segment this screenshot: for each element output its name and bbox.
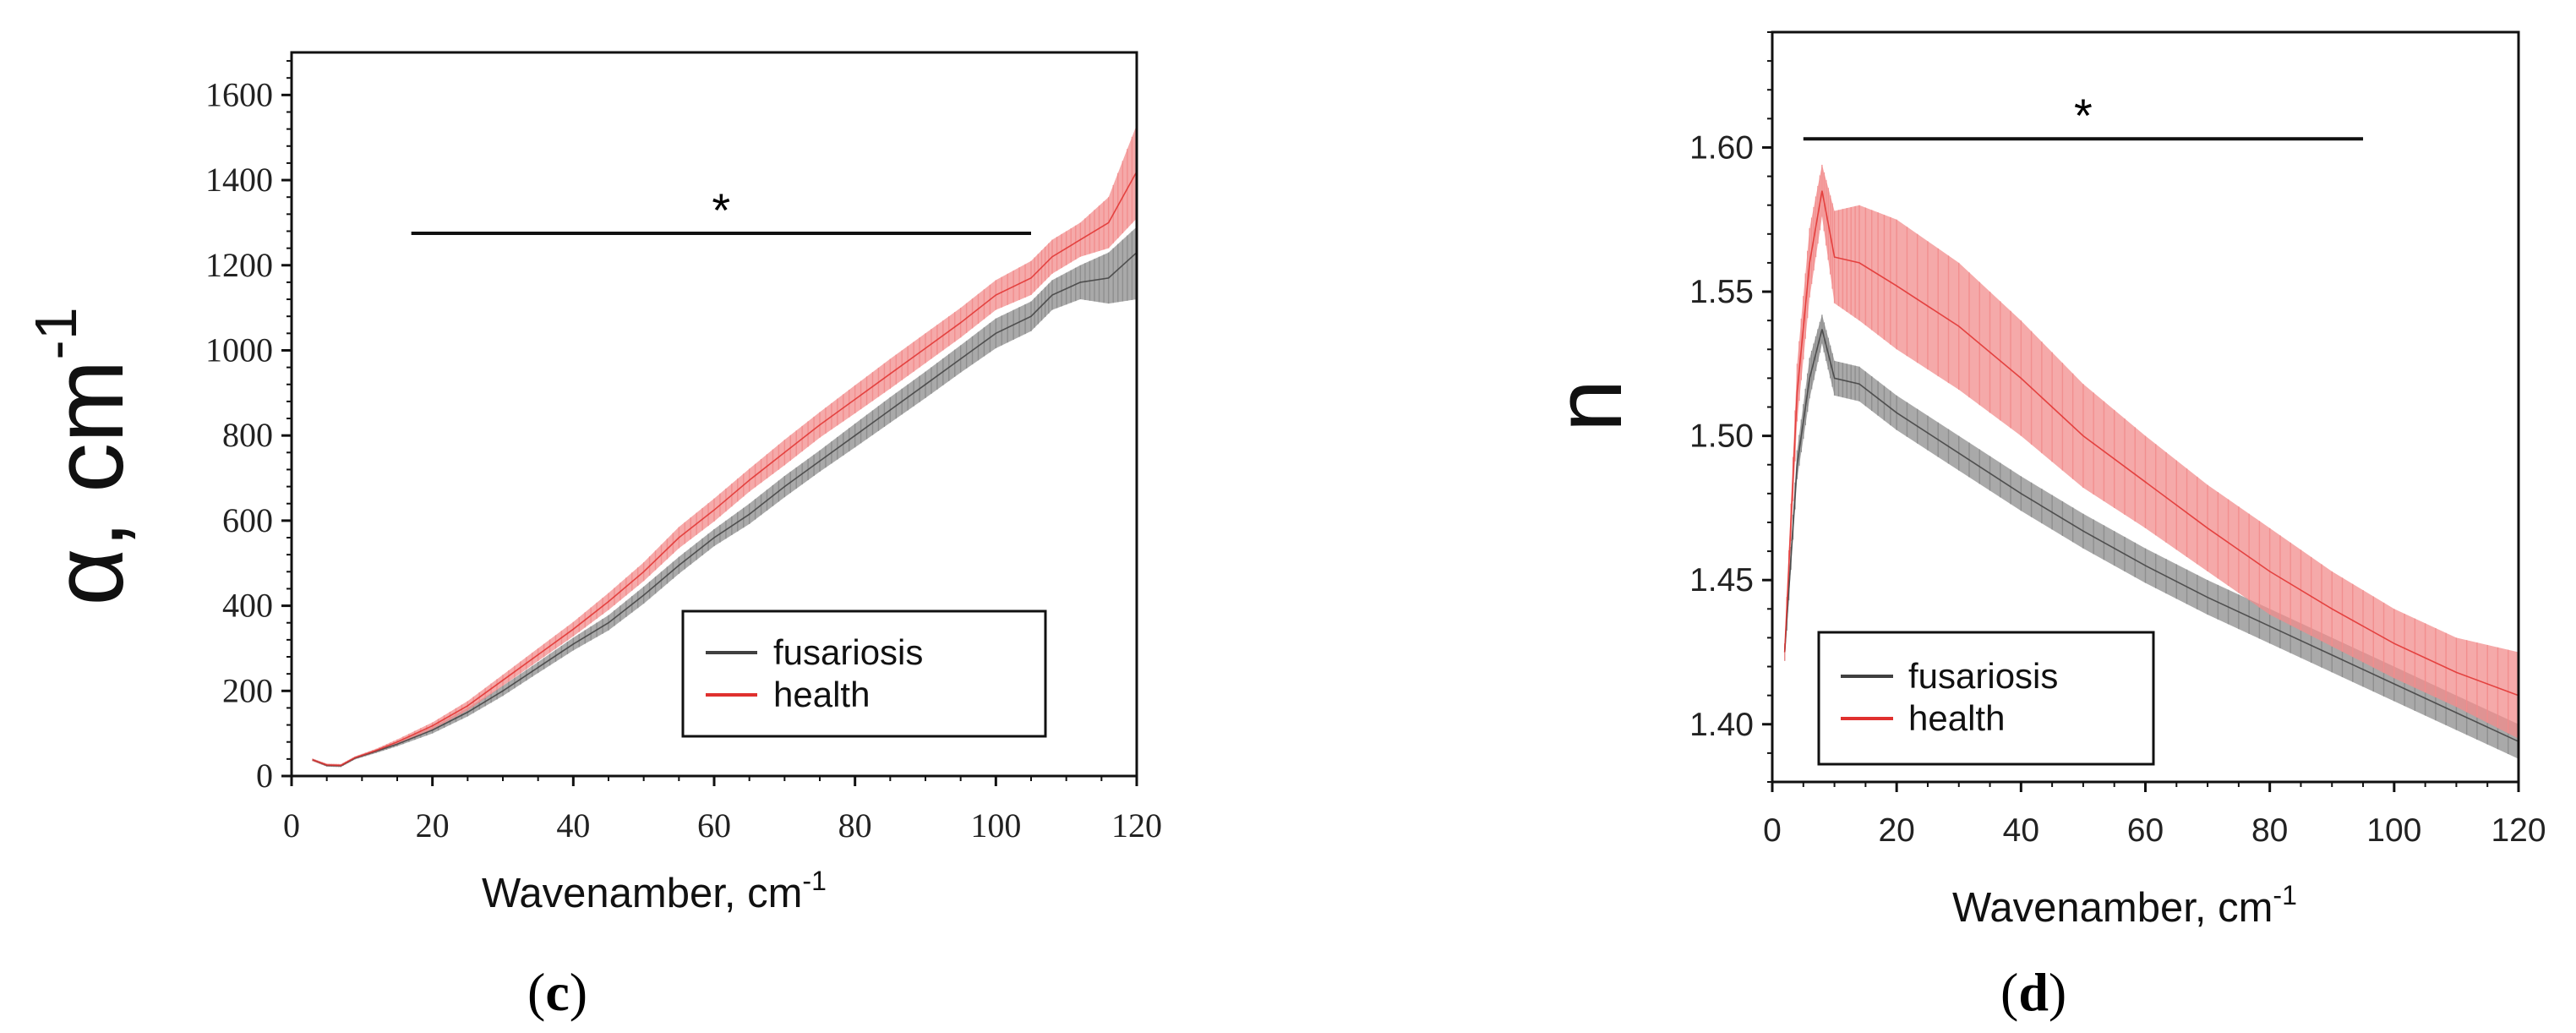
- chart-d-y-tick-label: 1.45: [1689, 562, 1754, 598]
- chart-d-lines: [1783, 190, 2519, 742]
- chart-c-x-axis-title: Wavenamber, cm-1: [482, 866, 827, 916]
- chart-c-y-tick-label: 1200: [205, 246, 273, 284]
- chart-c-significance-marker: *: [712, 183, 730, 237]
- chart-panel-c: 0 200 400 600 800 1000 1200 1400 1600 0 20 40 60 80 1…: [23, 51, 1162, 1022]
- chart-c-legend-box: [681, 609, 1047, 738]
- chart-c-x-tick-label: 80: [838, 806, 872, 844]
- chart-c-y-axis-title: α, cm-1: [23, 307, 145, 605]
- chart-d-x-ticks: 0 20 40 60 80 100 120: [1763, 782, 2546, 849]
- chart-d-significance-marker: *: [2074, 89, 2093, 142]
- chart-c-x-ticks: 0 20 40 60 80 100 120: [283, 776, 1162, 844]
- chart-d-panel-label: (d): [2000, 962, 2066, 1022]
- chart-c-y-tick-label: 1000: [205, 331, 273, 369]
- chart-panel-d: 1.40 1.45 1.50 1.55 1.60 0 20 40 60 80 100 120 * f…: [1536, 30, 2546, 1022]
- chart-c-legend-label-health: health: [773, 675, 870, 714]
- chart-d-legend: fusariosis health: [1817, 631, 2155, 766]
- chart-d-legend-box: [1817, 631, 2155, 766]
- chart-d-series-line-fusariosis: [1783, 329, 2519, 742]
- chart-c-y-tick-label: 400: [222, 587, 273, 625]
- chart-c-y-tick-label: 600: [222, 501, 273, 539]
- chart-d-x-tick-label: 100: [2366, 812, 2421, 849]
- chart-c-series-line-fusariosis: [312, 252, 1138, 767]
- chart-d-y-tick-label: 1.40: [1689, 707, 1754, 743]
- chart-d-x-tick-label: 0: [1763, 812, 1782, 849]
- chart-c-y-tick-label: 200: [222, 671, 273, 709]
- chart-d-series-line-health: [1783, 190, 2519, 697]
- chart-d-x-tick-label: 40: [2003, 812, 2039, 849]
- chart-c-x-tick-label: 100: [970, 806, 1021, 844]
- chart-d-y-tick-label: 1.60: [1689, 129, 1754, 166]
- chart-d-y-ticks: 1.40 1.45 1.50 1.55 1.60: [1689, 31, 1772, 783]
- chart-c-y-tick-label: 0: [256, 757, 273, 795]
- chart-c-y-tick-label: 800: [222, 416, 273, 454]
- chart-c-x-tick-label: 0: [283, 806, 300, 844]
- chart-d-x-tick-label: 60: [2127, 812, 2164, 849]
- chart-c-x-tick-label: 60: [697, 806, 731, 844]
- chart-d-legend-label-fusariosis: fusariosis: [1908, 656, 2058, 696]
- chart-c-legend: fusariosis health: [681, 609, 1047, 738]
- chart-d-band-health: [1784, 164, 2519, 739]
- chart-d-legend-label-health: health: [1908, 698, 2005, 738]
- chart-d-x-tick-label: 20: [1878, 812, 1914, 849]
- chart-d-y-axis-title: n: [1536, 380, 1641, 432]
- chart-d-x-tick-label: 120: [2491, 812, 2546, 849]
- chart-d-y-tick-label: 1.50: [1689, 418, 1754, 455]
- chart-c-x-tick-label: 40: [556, 806, 590, 844]
- chart-d-y-tick-label: 1.55: [1689, 274, 1754, 310]
- chart-c-y-tick-label: 1400: [205, 161, 273, 199]
- chart-c-lines: [312, 171, 1138, 767]
- chart-c-y-ticks: 0 200 400 600 800 1000 1200 1400 1600: [205, 60, 292, 795]
- chart-d-x-tick-label: 80: [2251, 812, 2288, 849]
- chart-c-band-fusariosis: [313, 227, 1137, 768]
- chart-c-y-tick-label: 1600: [205, 75, 273, 113]
- chart-c-panel-label: (c): [527, 962, 587, 1022]
- chart-c-x-tick-label: 120: [1111, 806, 1162, 844]
- chart-c-x-tick-label: 20: [416, 806, 450, 844]
- chart-c-series-line-health: [312, 171, 1138, 767]
- chart-d-x-axis-title: Wavenamber, cm-1: [1952, 880, 2297, 931]
- chart-c-legend-label-fusariosis: fusariosis: [773, 632, 923, 672]
